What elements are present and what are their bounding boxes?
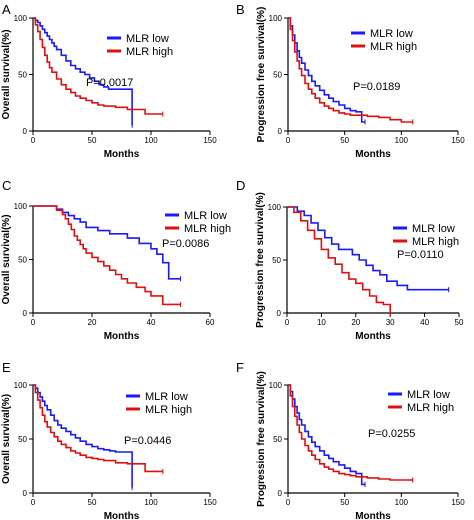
- panel-f: F 0 50 100 150 0 50 100 Months Progression free s…: [236, 360, 465, 520]
- panel-a: A 0 50 100 150 0 50 100 Months Overall survival(%…: [1, 2, 217, 160]
- panel-letter: D: [236, 178, 245, 193]
- p-value: P=0.0446: [124, 435, 171, 447]
- panel-letter: E: [2, 360, 11, 375]
- x-tick-label: 0: [285, 318, 290, 327]
- y-axis-label: Progression free survival(%): [256, 371, 267, 507]
- legend-label: MLR high: [126, 46, 173, 58]
- x-tick-label: 50: [340, 498, 349, 507]
- y-tick-label: 50: [18, 435, 27, 444]
- y-tick-label: 50: [272, 256, 281, 265]
- x-tick-label: 0: [31, 498, 36, 507]
- x-tick-label: 100: [144, 136, 158, 145]
- p-value: P=0.0189: [353, 81, 400, 93]
- x-tick-label: 0: [286, 498, 291, 507]
- series-line-low: [33, 384, 133, 488]
- series-line-low: [33, 17, 133, 126]
- legend-label: MLR low: [407, 389, 450, 401]
- x-axis-label: Months: [104, 149, 140, 160]
- series-line-high: [33, 17, 163, 115]
- series-line-low: [288, 17, 366, 123]
- x-tick-label: 50: [88, 498, 97, 507]
- y-axis-label: Progression free survival(%): [256, 7, 267, 143]
- x-tick-label: 10: [317, 318, 326, 327]
- y-tick-label: 0: [23, 127, 28, 136]
- x-tick-label: 150: [203, 136, 217, 145]
- legend-label: MLR low: [412, 223, 455, 235]
- y-tick-label: 50: [18, 256, 27, 265]
- y-tick-label: 0: [278, 489, 283, 498]
- panel-letter: B: [236, 2, 245, 17]
- x-tick-label: 100: [395, 498, 409, 507]
- series-line-high: [288, 17, 413, 123]
- panel-d: D 0 10 20 30 40 50 0 50 100 Months Progression free…: [236, 178, 464, 342]
- x-tick-label: 20: [88, 318, 97, 327]
- series-line-high: [287, 206, 391, 313]
- series-line-low: [288, 384, 366, 486]
- y-tick-label: 50: [273, 71, 282, 80]
- y-tick-label: 50: [273, 435, 282, 444]
- y-tick-label: 0: [23, 489, 28, 498]
- legend-label: MLR low: [184, 210, 227, 222]
- x-tick-label: 0: [31, 136, 36, 145]
- y-axis-label: Overall survival(%): [1, 214, 12, 304]
- panel-b: B 0 50 100 150 0 50 100 Months Progression free s…: [236, 2, 465, 160]
- x-tick-label: 60: [206, 318, 215, 327]
- p-value: P=0.0086: [162, 238, 209, 250]
- series-line-high: [33, 205, 181, 306]
- legend-label: MLR low: [126, 33, 169, 45]
- y-tick-label: 0: [277, 309, 282, 318]
- panel-e: E 0 50 100 150 0 50 100 Months Overall survival(%…: [1, 360, 217, 520]
- p-value: P=0.0017: [86, 77, 133, 89]
- x-tick-label: 50: [88, 136, 97, 145]
- series-line-low: [33, 205, 181, 280]
- legend-label: MLR low: [145, 391, 188, 403]
- x-tick-label: 50: [455, 318, 464, 327]
- x-tick-label: 30: [386, 318, 395, 327]
- x-tick-label: 150: [203, 498, 217, 507]
- series-line-low: [287, 206, 449, 291]
- x-tick-label: 100: [144, 498, 158, 507]
- x-tick-label: 40: [420, 318, 429, 327]
- y-tick-label: 100: [14, 14, 28, 23]
- p-value: P=0.0255: [368, 428, 415, 440]
- y-tick-label: 100: [14, 381, 28, 390]
- x-tick-label: 0: [31, 318, 36, 327]
- x-tick-label: 20: [351, 318, 360, 327]
- x-axis-label: Months: [355, 149, 391, 160]
- y-tick-label: 100: [269, 14, 283, 23]
- y-tick-label: 0: [23, 309, 28, 318]
- panel-letter: C: [2, 178, 11, 193]
- y-axis-label: Overall survival(%): [1, 29, 12, 119]
- x-tick-label: 150: [451, 136, 465, 145]
- series-line-high: [288, 384, 413, 481]
- panel-letter: F: [236, 360, 244, 375]
- x-axis-label: Months: [355, 331, 391, 342]
- x-tick-label: 0: [286, 136, 291, 145]
- series-line-high: [33, 384, 163, 473]
- y-tick-label: 0: [278, 127, 283, 136]
- legend-label: MLR low: [370, 28, 413, 40]
- x-tick-label: 150: [451, 498, 465, 507]
- panel-letter: A: [2, 2, 11, 17]
- legend-label: MLR high: [145, 404, 192, 416]
- legend-label: MLR high: [370, 41, 417, 53]
- x-tick-label: 50: [340, 136, 349, 145]
- x-tick-label: 100: [395, 136, 409, 145]
- y-tick-label: 100: [269, 381, 283, 390]
- y-tick-label: 100: [14, 202, 28, 211]
- y-tick-label: 100: [268, 203, 282, 212]
- p-value: P=0.0110: [397, 249, 444, 261]
- x-axis-label: Months: [104, 331, 140, 342]
- legend-label: MLR high: [407, 402, 454, 414]
- y-axis-label: Overall survival(%): [1, 394, 12, 484]
- x-axis-label: Months: [355, 511, 391, 520]
- legend-label: MLR high: [412, 236, 459, 248]
- x-tick-label: 40: [147, 318, 156, 327]
- x-axis-label: Months: [104, 511, 140, 520]
- legend-label: MLR high: [184, 223, 231, 235]
- y-axis-label: Progression free survival(%): [255, 192, 266, 328]
- panel-c: C 0 20 40 60 0 50 100 Months Overall survival(%) M…: [1, 178, 231, 342]
- y-tick-label: 50: [18, 71, 27, 80]
